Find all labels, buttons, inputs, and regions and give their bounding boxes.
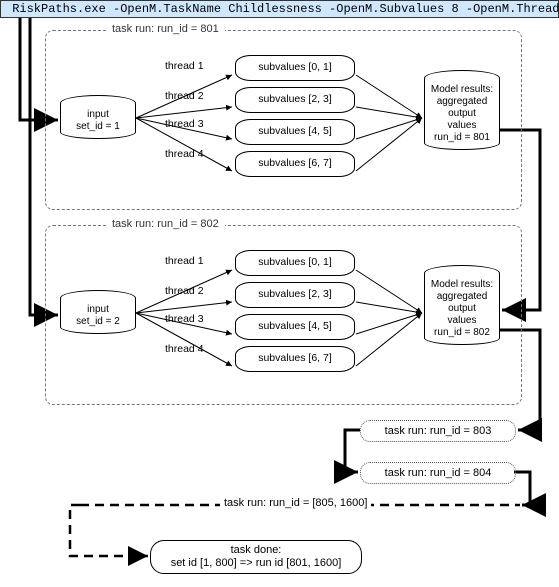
result-cylinder: Model results: aggregated output values … <box>424 265 498 345</box>
task-run-small: task run: run_id = 803 <box>360 420 516 442</box>
result-label: output <box>425 108 499 120</box>
disk-label: subvalues [6, 7] <box>258 352 332 364</box>
disk-label: subvalues [2, 3] <box>258 288 332 300</box>
disk-label: subvalues [2, 3] <box>258 93 332 105</box>
thread-label: thread 4 <box>165 148 204 160</box>
result-label: Model results: <box>425 279 499 291</box>
disk-label: subvalues [6, 7] <box>258 157 332 169</box>
subvalue-disk: subvalues [2, 3] <box>235 87 355 113</box>
thread-label: thread 3 <box>165 118 204 130</box>
task-run-title: task run: run_id = 801 <box>106 23 225 35</box>
subvalue-disk: subvalues [4, 5] <box>235 314 355 340</box>
input-label: input <box>61 304 135 316</box>
input-label: input <box>61 109 135 121</box>
result-cylinder: Model results: aggregated output values … <box>424 70 498 150</box>
subvalue-disk: subvalues [0, 1] <box>235 250 355 276</box>
disk-label: subvalues [4, 5] <box>258 125 332 137</box>
result-label: values <box>425 120 499 132</box>
subvalue-disk: subvalues [0, 1] <box>235 55 355 81</box>
task-run-title: task run: run_id = 802 <box>106 218 225 230</box>
thread-label: thread 4 <box>165 343 204 355</box>
result-label: aggregated <box>425 96 499 108</box>
disk-label: subvalues [4, 5] <box>258 320 332 332</box>
result-label: run_id = 801 <box>425 132 499 144</box>
input-cylinder: input set_id = 1 <box>60 95 134 139</box>
task-run-small: task run: run_id = 804 <box>360 462 516 484</box>
task-run-small-label: task run: run_id = 803 <box>385 425 492 437</box>
input-cylinder: input set_id = 2 <box>60 290 134 334</box>
input-label: set_id = 2 <box>61 316 135 328</box>
subvalue-stack: subvalues [0, 1] subvalues [2, 3] subval… <box>235 55 355 183</box>
disk-label: subvalues [0, 1] <box>258 61 332 73</box>
result-label: output <box>425 303 499 315</box>
done-line: set id [1, 800] => run id [801, 1600] <box>151 557 361 570</box>
thread-label: thread 1 <box>165 255 204 267</box>
task-done-box: task done: set id [1, 800] => run id [80… <box>150 540 362 574</box>
subvalue-disk: subvalues [4, 5] <box>235 119 355 145</box>
subvalue-stack: subvalues [0, 1] subvalues [2, 3] subval… <box>235 250 355 378</box>
thread-label: thread 2 <box>165 285 204 297</box>
thread-label: thread 1 <box>165 60 204 72</box>
result-label: run_id = 802 <box>425 327 499 339</box>
thread-label: thread 2 <box>165 90 204 102</box>
command-bar: RiskPaths.exe -OpenM.TaskName Childlessn… <box>0 0 559 18</box>
subvalue-disk: subvalues [6, 7] <box>235 346 355 372</box>
diagram-root: RiskPaths.exe -OpenM.TaskName Childlessn… <box>0 0 559 587</box>
result-label: values <box>425 315 499 327</box>
result-label: aggregated <box>425 291 499 303</box>
disk-label: subvalues [0, 1] <box>258 256 332 268</box>
subvalue-disk: subvalues [2, 3] <box>235 282 355 308</box>
task-run-small-label: task run: run_id = 804 <box>385 467 492 479</box>
result-label: Model results: <box>425 84 499 96</box>
input-label: set_id = 1 <box>61 121 135 133</box>
task-run-range-label: task run: run_id = [805, 1600] <box>220 497 371 509</box>
subvalue-disk: subvalues [6, 7] <box>235 151 355 177</box>
thread-label: thread 3 <box>165 313 204 325</box>
done-line: task done: <box>151 544 361 557</box>
